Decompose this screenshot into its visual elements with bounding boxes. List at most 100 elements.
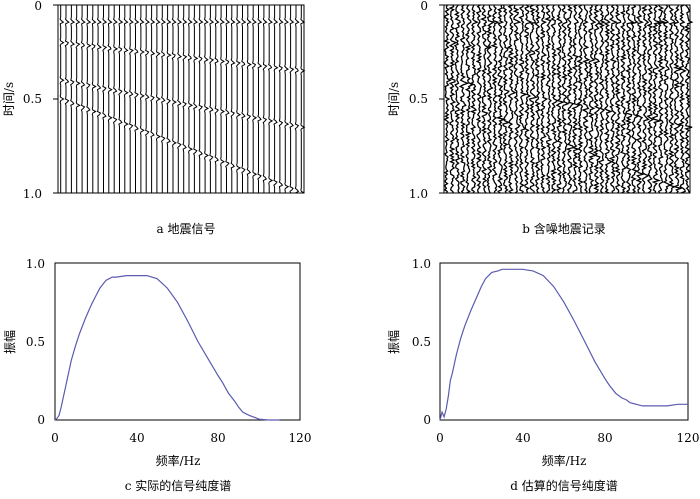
seismic-trace <box>102 5 108 193</box>
seismic-trace <box>284 5 290 193</box>
y-tick-label: 0.5 <box>412 335 431 349</box>
seismic-trace <box>448 4 458 194</box>
seismic-trace <box>475 4 483 194</box>
y-tick-label: 1.0 <box>23 187 42 201</box>
seismic-trace <box>144 5 150 193</box>
seismic-trace <box>592 4 601 194</box>
seismic-trace <box>528 4 538 194</box>
seismic-trace <box>555 4 566 194</box>
seismic-trace <box>641 5 650 194</box>
seismic-trace <box>273 5 279 193</box>
seismic-trace <box>651 4 663 194</box>
seismic-trace <box>267 5 274 193</box>
seismic-trace <box>203 5 210 193</box>
seismic-trace <box>107 5 113 193</box>
seismic-trace <box>597 4 607 194</box>
seismic-trace <box>214 5 220 193</box>
y-tick-label: 0 <box>37 413 45 427</box>
plot-frame-c <box>54 262 301 421</box>
seismic-trace <box>171 5 177 193</box>
y-axis-label: 时间/s <box>2 82 16 116</box>
seismic-trace <box>112 5 119 193</box>
seismic-trace <box>619 4 627 194</box>
seismic-trace <box>495 4 507 194</box>
plot-frame-d <box>439 262 689 421</box>
seismic-trace <box>490 5 500 193</box>
seismic-trace <box>198 5 204 193</box>
seismic-traces-a <box>59 5 306 194</box>
y-tick-label: 1.0 <box>409 187 428 201</box>
seismic-trace <box>177 5 183 193</box>
seismic-trace <box>289 5 295 194</box>
seismic-trace <box>469 4 479 194</box>
seismic-trace <box>241 5 247 193</box>
y-tick-label: 0 <box>34 0 42 13</box>
seismic-trace <box>129 5 134 193</box>
x-axis-label: 频率/Hz <box>542 453 587 468</box>
seismic-trace <box>187 5 194 193</box>
seismic-trace <box>70 5 76 193</box>
seismic-trace <box>64 5 70 193</box>
seismic-trace <box>123 5 129 193</box>
seismic-trace <box>614 4 622 194</box>
seismic-trace <box>278 5 284 193</box>
seismic-trace <box>193 5 199 193</box>
seismic-trace <box>300 5 306 194</box>
seismic-trace <box>479 4 490 194</box>
seismic-trace <box>160 5 166 193</box>
seismic-trace <box>246 5 252 193</box>
seismic-trace <box>581 4 591 194</box>
y-tick-label: 0.5 <box>26 335 45 349</box>
seismic-trace <box>587 4 597 194</box>
y-axis-label: 时间/s <box>387 82 401 116</box>
y-tick-label: 0 <box>420 0 428 13</box>
seismic-trace <box>219 5 226 193</box>
seismic-trace <box>225 5 231 193</box>
seismic-trace <box>646 4 655 194</box>
seismic-trace <box>236 5 242 193</box>
seismic-trace <box>671 4 684 194</box>
panel-caption: c 实际的信号纯度谱 <box>125 478 232 493</box>
seismic-trace <box>59 5 65 193</box>
seismic-trace <box>502 4 511 194</box>
seismic-trace <box>571 4 581 194</box>
seismic-trace <box>534 4 541 194</box>
y-tick-label: 1.0 <box>412 257 431 271</box>
seismic-trace <box>523 4 534 194</box>
seismic-trace <box>662 4 672 194</box>
seismic-trace <box>209 5 215 193</box>
seismic-trace <box>166 5 172 193</box>
panel-a: 0 0.5 1.0 时间/s a 地震信号 <box>2 0 306 236</box>
seismic-trace <box>464 4 474 194</box>
seismic-trace <box>443 4 452 194</box>
seismic-trace <box>294 5 300 194</box>
plot-frame-a <box>57 4 305 194</box>
seismic-trace <box>91 5 97 193</box>
y-tick-label: 1.0 <box>26 257 45 271</box>
seismic-trace <box>608 4 619 194</box>
panel-caption: b 含噪地震记录 <box>522 221 606 236</box>
y-axis-label: 振幅 <box>386 330 401 354</box>
x-tick-label: 40 <box>515 431 530 445</box>
seismic-trace <box>155 5 161 193</box>
seismic-trace <box>96 5 102 193</box>
seismic-trace <box>251 5 258 193</box>
seismic-trace <box>134 5 140 193</box>
seismic-trace <box>139 5 145 193</box>
seismic-trace <box>86 5 92 193</box>
x-tick-label: 0 <box>51 431 59 445</box>
seismic-trace <box>230 5 236 193</box>
seismic-trace <box>565 4 575 194</box>
seismic-trace <box>518 4 528 194</box>
seismic-trace <box>80 5 86 193</box>
x-tick-label: 120 <box>677 431 700 445</box>
spectrum-line-actual <box>54 275 280 421</box>
y-tick-label: 0 <box>423 413 431 427</box>
seismic-trace <box>453 4 461 194</box>
seismic-trace <box>677 4 687 194</box>
seismic-trace <box>257 5 263 193</box>
seismic-trace <box>486 4 496 194</box>
seismic-trace <box>458 4 470 194</box>
x-tick-label: 80 <box>210 431 225 445</box>
spectrum-line-estimated <box>439 268 688 421</box>
